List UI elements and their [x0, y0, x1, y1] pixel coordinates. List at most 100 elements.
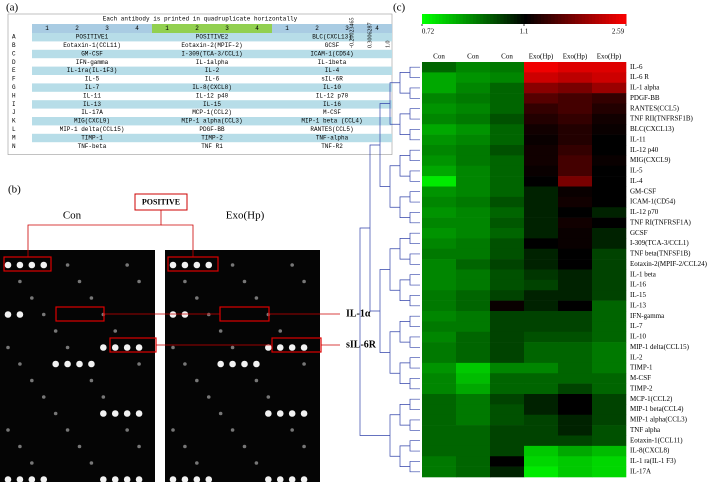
array-spot	[135, 344, 143, 351]
row-label: IL-1 beta	[630, 270, 657, 278]
array-spot	[65, 345, 70, 350]
heatmap-cell	[456, 259, 491, 270]
row-letter: B	[12, 42, 16, 49]
heatmap-cell	[558, 186, 593, 198]
heatmap-cell	[490, 269, 525, 281]
heatmap-cell	[490, 82, 525, 94]
colorbar-step	[558, 14, 562, 24]
heatmap-cell	[456, 383, 491, 395]
dendrogram-branch	[409, 253, 420, 265]
heatmap-cell	[558, 290, 593, 301]
heatmap-cell	[456, 414, 491, 426]
panel-label: (a)	[6, 2, 19, 14]
row-letter: L	[12, 126, 16, 133]
array-spot	[16, 311, 24, 318]
antibody: IL-17A	[81, 109, 103, 116]
antibody: POSITIVE2	[196, 34, 229, 41]
antibody: TNF-beta	[78, 143, 107, 150]
heatmap-cell	[456, 373, 491, 384]
colorbar-step	[547, 14, 552, 24]
heatmap-cell	[422, 176, 457, 187]
panel-label: (b)	[8, 184, 21, 196]
heatmap-cell	[558, 238, 593, 250]
antibody: IL-2	[205, 67, 220, 74]
array-spot	[4, 261, 12, 269]
row-label: IFN-gamma	[630, 312, 665, 320]
row-label: IL-1 alpha	[630, 84, 660, 92]
row-letter: J	[12, 109, 16, 116]
array-spot	[101, 395, 106, 399]
heatmap-cell	[524, 394, 559, 405]
heatmap-cell	[524, 456, 559, 467]
heatmap-cell	[592, 456, 627, 467]
antibody: TNF-alpha	[316, 134, 349, 141]
array-spot	[218, 329, 223, 333]
colorbar-step	[466, 14, 471, 24]
heatmap-cell	[558, 196, 593, 208]
antibody: TNF R1	[201, 143, 223, 150]
heatmap-cell	[524, 383, 559, 395]
array-spot	[123, 344, 131, 351]
row-label: BLC(CXCL13)	[630, 125, 675, 133]
number-row	[152, 24, 272, 33]
marker-label: sIL-6R	[346, 339, 377, 350]
row-band	[32, 117, 392, 126]
heatmap-cell	[490, 311, 525, 322]
heatmap-cell	[558, 373, 593, 384]
array-spot	[137, 279, 141, 284]
heatmap-cell	[558, 362, 593, 374]
dendrogram-branch	[399, 279, 410, 301]
antibody: Eotaxin-2(MPIF-2)	[181, 42, 242, 49]
heatmap-cell	[592, 165, 627, 177]
array-spot	[16, 261, 24, 269]
heatmap-cell	[490, 456, 525, 467]
dendrogram-branch	[389, 414, 400, 457]
heatmap-cell	[558, 352, 593, 364]
array-spot	[288, 344, 296, 351]
dendrogram-branch	[359, 227, 390, 436]
colorbar-step	[561, 14, 566, 24]
heatmap-cell	[422, 279, 457, 291]
colorbar-step	[428, 14, 433, 24]
row-label: IL-10	[630, 333, 646, 341]
array-spot	[300, 476, 308, 482]
heatmap-cell	[456, 456, 491, 467]
heatmap-cell	[456, 269, 491, 281]
heatmap-cell	[592, 269, 627, 281]
heatmap-cell	[558, 93, 593, 104]
antibody: MIP-1 beta (CCL4)	[301, 118, 362, 125]
heatmap-cell	[524, 82, 559, 94]
heatmap-cell	[558, 414, 593, 426]
column-number: 3	[345, 25, 349, 32]
heatmap-cell	[524, 342, 559, 353]
heatmap-cell	[592, 259, 627, 270]
heatmap-cell	[456, 196, 491, 208]
heatmap-cell	[456, 124, 491, 135]
heatmap-cell	[558, 394, 593, 405]
array-spot	[135, 410, 143, 417]
row-label: TIMP-1	[630, 364, 653, 372]
heatmap-cell	[456, 62, 491, 73]
column-label: Exo(Hp)	[529, 53, 554, 61]
colorbar-step	[615, 14, 620, 24]
antibody: IL-12 p70	[316, 92, 349, 99]
array-spot	[41, 312, 46, 317]
heatmap-cell	[456, 404, 491, 416]
heatmap-cell	[558, 82, 593, 94]
heatmap-cell	[592, 103, 627, 115]
heatmap-cell	[558, 269, 593, 281]
colorbar-step	[592, 14, 596, 24]
heatmap-cell	[490, 259, 525, 270]
row-letter: M	[12, 134, 16, 141]
heatmap-cell	[422, 134, 457, 146]
heatmap-cell	[456, 331, 491, 343]
heatmap-cell	[422, 394, 457, 405]
heatmap-cell	[558, 279, 593, 291]
column-number: 2	[195, 25, 199, 32]
heatmap-cell	[422, 414, 457, 426]
colorbar-step	[520, 14, 525, 24]
array-spot	[171, 345, 175, 350]
row-letter: C	[12, 50, 16, 57]
colorbar-step	[442, 14, 447, 24]
array-spot	[195, 378, 199, 383]
